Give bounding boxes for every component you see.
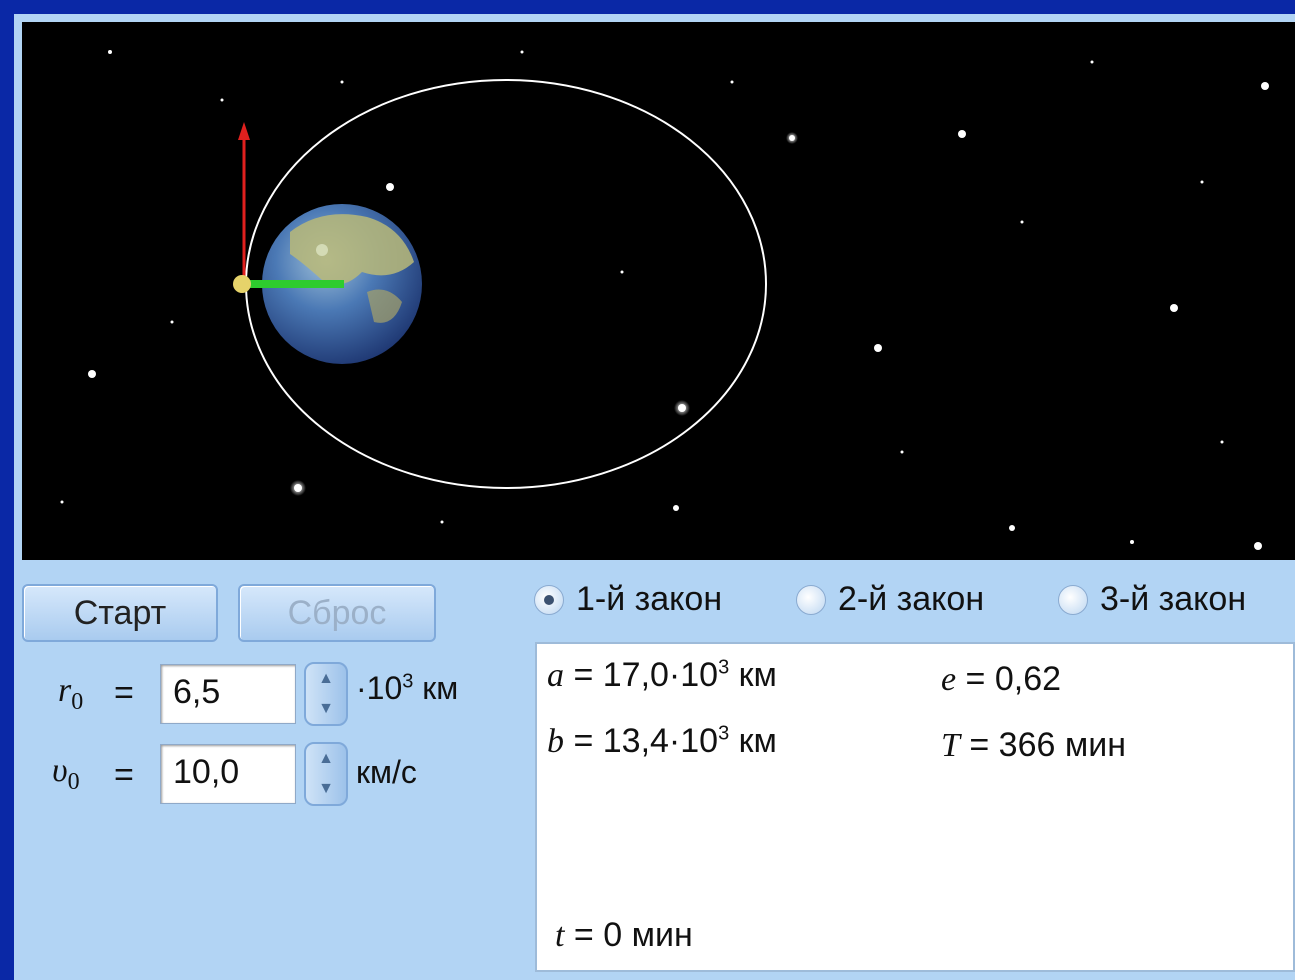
velocity-vector	[238, 122, 250, 284]
satellite	[233, 275, 251, 293]
mode-first-law[interactable]: 1-й закон	[534, 580, 722, 619]
mode-label: 3-й закон	[1100, 580, 1247, 618]
result-b: b = 13,4·103 км	[547, 722, 777, 760]
result-t: t = 0 мин	[555, 916, 693, 954]
chevron-up-icon[interactable]: ▲	[318, 670, 334, 687]
mode-third-law[interactable]: 3-й закон	[1058, 580, 1246, 619]
result-a: a = 17,0·103 км	[547, 656, 777, 694]
v0-equals: =	[114, 756, 134, 794]
stars	[60, 50, 1269, 550]
result-e: e = 0,62	[941, 660, 1062, 698]
results-panel: a = 17,0·103 км b = 13,4·103 км e = 0,62…	[535, 642, 1295, 972]
r0-equals: =	[114, 674, 134, 712]
orbit-canvas	[60, 50, 1269, 550]
start-button[interactable]: Старт	[22, 584, 218, 642]
mode-label: 1-й закон	[576, 580, 723, 618]
v0-unit: км/с	[356, 754, 417, 790]
result-T: T = 366 мин	[941, 726, 1126, 764]
mode-label: 2-й закон	[838, 580, 985, 618]
r0-label: r0	[58, 672, 84, 715]
chevron-down-icon[interactable]: ▼	[318, 700, 334, 717]
radio-icon[interactable]	[534, 584, 564, 615]
chevron-up-icon[interactable]: ▲	[318, 750, 334, 767]
v0-input[interactable]: 10,0	[160, 744, 296, 804]
v0-stepper[interactable]: ▲ ▼	[304, 742, 348, 806]
v0-label: υ0	[52, 752, 80, 795]
r0-stepper[interactable]: ▲ ▼	[304, 662, 348, 726]
radio-icon[interactable]	[1058, 584, 1088, 615]
space-view	[22, 22, 1295, 560]
reset-button[interactable]: Сброс	[238, 584, 436, 642]
chevron-down-icon[interactable]: ▼	[318, 780, 334, 797]
radio-icon[interactable]	[796, 584, 826, 615]
r0-unit: ·103 км	[356, 670, 459, 706]
r0-input[interactable]: 6,5	[160, 664, 296, 724]
mode-second-law[interactable]: 2-й закон	[796, 580, 984, 619]
